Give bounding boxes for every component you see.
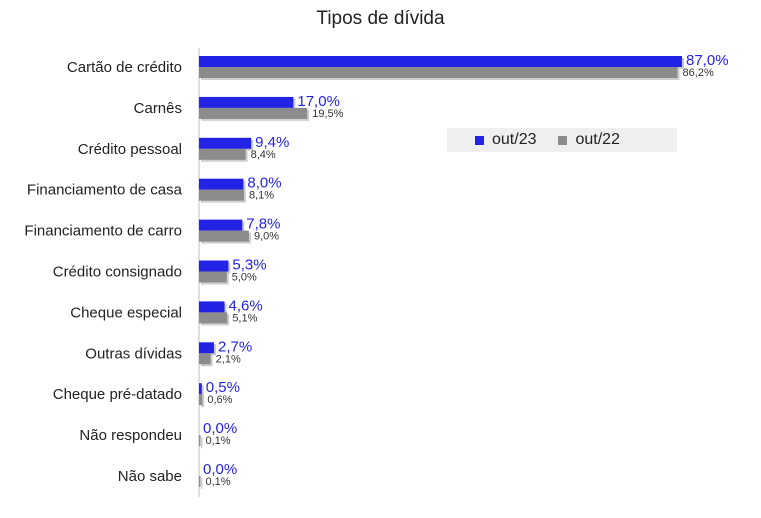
category-label: Financiamento de casa bbox=[27, 182, 183, 199]
data-label-out22: 0,1% bbox=[206, 435, 231, 447]
data-label-out22: 5,0% bbox=[232, 272, 257, 284]
legend-label-out22: out/22 bbox=[575, 131, 620, 148]
bar-out22 bbox=[199, 148, 246, 160]
bar-out22 bbox=[199, 230, 249, 242]
bar-out22 bbox=[199, 312, 228, 324]
bar-out22 bbox=[199, 107, 308, 119]
data-label-out23: 0,0% bbox=[203, 461, 237, 478]
category-label: Não respondeu bbox=[79, 427, 182, 444]
data-label-out23: 17,0% bbox=[297, 93, 340, 110]
legend-swatch-out22 bbox=[558, 135, 568, 145]
bar-out23 bbox=[199, 96, 294, 108]
data-label-out23: 8,0% bbox=[247, 175, 281, 192]
category-label: Não sabe bbox=[118, 468, 182, 485]
bar-out22 bbox=[199, 435, 201, 447]
bar-out22 bbox=[199, 271, 227, 283]
bar-shadow bbox=[201, 437, 203, 449]
bar-shadow bbox=[201, 396, 205, 408]
data-label-out23: 5,3% bbox=[232, 257, 266, 274]
category-label: Cartão de crédito bbox=[67, 59, 182, 76]
legend-label-out23: out/23 bbox=[492, 131, 537, 148]
bar-out23 bbox=[199, 301, 225, 313]
bar-out22 bbox=[199, 476, 201, 487]
bar-out22 bbox=[199, 394, 203, 406]
category-label: Cheque pré-datado bbox=[53, 386, 182, 403]
category-label: Carnês bbox=[134, 100, 182, 117]
bar-out22 bbox=[199, 353, 211, 365]
data-label-out23: 2,7% bbox=[218, 338, 252, 355]
category-label: Financiamento de carro bbox=[24, 223, 182, 240]
bar-out23 bbox=[199, 342, 214, 354]
data-label-out22: 8,4% bbox=[251, 149, 276, 161]
legend-swatch-out23 bbox=[475, 135, 484, 145]
bar-out22 bbox=[199, 67, 678, 78]
data-label-out22: 5,1% bbox=[232, 312, 257, 324]
data-label-out22: 86,2% bbox=[683, 67, 714, 79]
data-label-out23: 7,8% bbox=[246, 216, 280, 233]
bar-out23 bbox=[199, 56, 682, 67]
chart-title: Tipos de dívida bbox=[316, 8, 445, 29]
data-label-out23: 9,4% bbox=[255, 134, 289, 151]
bar-out23 bbox=[199, 178, 244, 190]
data-label-out22: 0,1% bbox=[206, 476, 231, 488]
legend-item-out23: out/23 bbox=[475, 131, 536, 149]
bar-out23 bbox=[199, 137, 252, 149]
data-label-out22: 9,0% bbox=[254, 231, 279, 243]
category-label: Outras dívidas bbox=[85, 345, 182, 362]
category-label: Crédito consignado bbox=[53, 264, 182, 281]
data-label-out23: 4,6% bbox=[229, 297, 263, 314]
bar-shadow bbox=[201, 478, 203, 489]
data-label-out23: 87,0% bbox=[686, 52, 729, 69]
category-label: Cheque especial bbox=[70, 304, 182, 321]
bar-out23 bbox=[199, 383, 202, 395]
data-label-out22: 19,5% bbox=[312, 108, 343, 120]
legend: out/23 out/22 bbox=[447, 128, 677, 152]
data-label-out23: 0,5% bbox=[206, 379, 240, 396]
data-label-out23: 0,0% bbox=[203, 420, 237, 437]
bar-shadow bbox=[201, 385, 204, 397]
data-label-out22: 0,6% bbox=[207, 394, 232, 406]
bar-out22 bbox=[199, 189, 244, 201]
category-label: Crédito pessoal bbox=[78, 141, 182, 158]
data-label-out22: 2,1% bbox=[216, 353, 241, 365]
bar-out23 bbox=[199, 219, 243, 231]
bar-out23 bbox=[199, 260, 229, 272]
data-label-out22: 8,1% bbox=[249, 190, 274, 202]
legend-item-out22: out/22 bbox=[558, 131, 620, 149]
